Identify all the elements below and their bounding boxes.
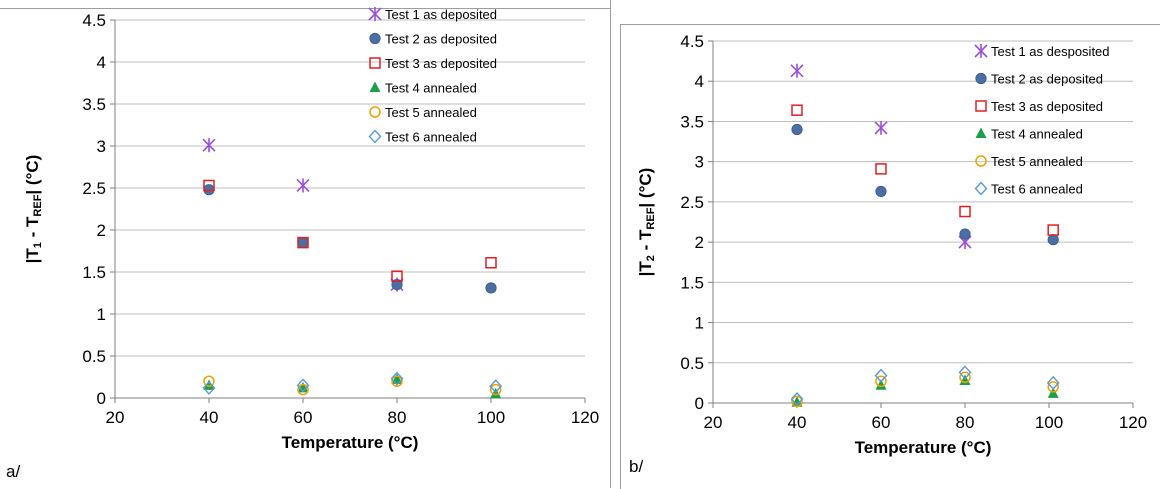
y-tick-label: 1.5 [680,273,704,292]
legend-label: Test 1 as deposited [385,7,497,22]
chart-b-svg: 0 0.5 1 1.5 2 2.5 3 3.5 4 4.5 20 40 60 80 100 120 Temper… [621,25,1160,489]
legend-label: Test 2 as deposited [385,32,497,47]
series-1 [203,138,403,291]
legend-label: Test 4 annealed [385,81,477,96]
y-tick-label: 0 [97,389,106,408]
x-tick-label: 120 [571,408,599,427]
y-tick-label: 2.5 [680,193,704,212]
series-1 [791,64,971,249]
y-tick-label: 0.5 [680,354,704,373]
legend-label: Test 6 annealed [385,130,477,145]
data-point [791,64,803,78]
data-point [792,124,802,134]
x-axis-title: Temperature (°C) [282,433,419,452]
legend-marker [370,33,380,43]
x-tick-label: 80 [388,408,407,427]
legend-label: Test 1 as desposited [991,44,1110,59]
legend-marker [976,156,986,166]
y-tick-label: 0 [695,394,704,413]
series-5 [204,376,501,394]
data-point [486,258,496,268]
data-point [960,207,970,217]
series-3 [204,180,496,281]
panel-label-a: a/ [6,462,20,482]
data-point [297,178,309,192]
data-point [1048,225,1058,235]
data-point [875,121,887,135]
x-tick-label: 20 [704,413,723,432]
y-tick-label: 0.5 [82,347,106,366]
x-tick-label: 40 [788,413,807,432]
legend-marker [369,7,381,21]
y-tick-label: 4.5 [680,32,704,51]
chart-panel-b: 0 0.5 1 1.5 2 2.5 3 3.5 4 4.5 20 40 60 80 100 120 Temper… [620,24,1160,489]
series-4 [204,374,502,399]
legend-marker [370,107,380,117]
legend-label: Test 3 as deposited [991,99,1103,114]
legend-label: Test 6 annealed [991,182,1083,197]
data-point [203,138,215,152]
y-axis-title: |T2 - TREF| (°C) [636,168,657,277]
y-tick-label: 2 [97,221,106,240]
legend-label: Test 2 as deposited [991,72,1103,87]
legend-marker [976,183,987,195]
series-3 [792,105,1058,235]
legend: Test 1 as desposited Test 2 as deposited T… [975,44,1110,197]
legend-marker [975,44,987,58]
y-tick-label: 2.5 [82,179,106,198]
data-point [876,164,886,174]
series-4 [792,374,1059,406]
chart-a-svg: 0 0.5 1 1.5 2 2.5 3 3.5 4 4.5 20 40 60 80 100 120 Temper… [0,0,610,488]
x-tick-label: 60 [294,408,313,427]
y-tick-label: 3 [695,153,704,172]
chart-panel-a: 0 0.5 1 1.5 2 2.5 3 3.5 4 4.5 20 40 60 80 100 120 Temper… [0,0,611,488]
y-tick-label: 4 [695,72,704,91]
legend-marker [370,58,380,68]
legend-label: Test 5 annealed [991,154,1083,169]
legend-marker [976,101,986,111]
x-tick-label: 60 [872,413,891,432]
x-tick-label: 80 [956,413,975,432]
legend-marker [370,82,381,93]
data-point [792,105,802,115]
x-tick-label: 100 [477,408,505,427]
data-point [960,229,970,239]
data-point [204,184,214,194]
series-6 [792,366,1059,405]
series-5 [792,372,1058,406]
legend-label: Test 3 as deposited [385,56,497,71]
x-tick-label: 100 [1035,413,1063,432]
y-tick-label: 3.5 [82,95,106,114]
y-tick-label: 1.5 [82,263,106,282]
panel-label-b: b/ [629,457,643,477]
y-tick-label: 3.5 [680,112,704,131]
x-axis-title: Temperature (°C) [855,438,992,457]
series-2 [204,184,496,293]
data-point [876,186,886,196]
series-6 [204,373,502,394]
data-point [1048,234,1058,244]
y-tick-label: 3 [97,137,106,156]
legend-label: Test 4 annealed [991,127,1083,142]
legend: Test 1 as deposited Test 2 as deposited Te… [369,7,497,145]
x-tick-label: 20 [106,408,125,427]
y-tick-label: 2 [695,233,704,252]
data-point [298,237,308,247]
y-axis-title: |T1 - TREF| (°C) [23,155,44,264]
legend-label: Test 5 annealed [385,105,477,120]
y-tick-label: 4 [97,53,106,72]
y-tick-label: 1 [97,305,106,324]
x-tick-label: 40 [200,408,219,427]
x-tick-label: 120 [1119,413,1147,432]
y-tick-label: 4.5 [82,11,106,30]
legend-marker [976,73,986,83]
legend-marker [976,128,987,139]
data-point [486,283,496,293]
y-tick-label: 1 [695,314,704,333]
legend-marker [370,131,381,143]
